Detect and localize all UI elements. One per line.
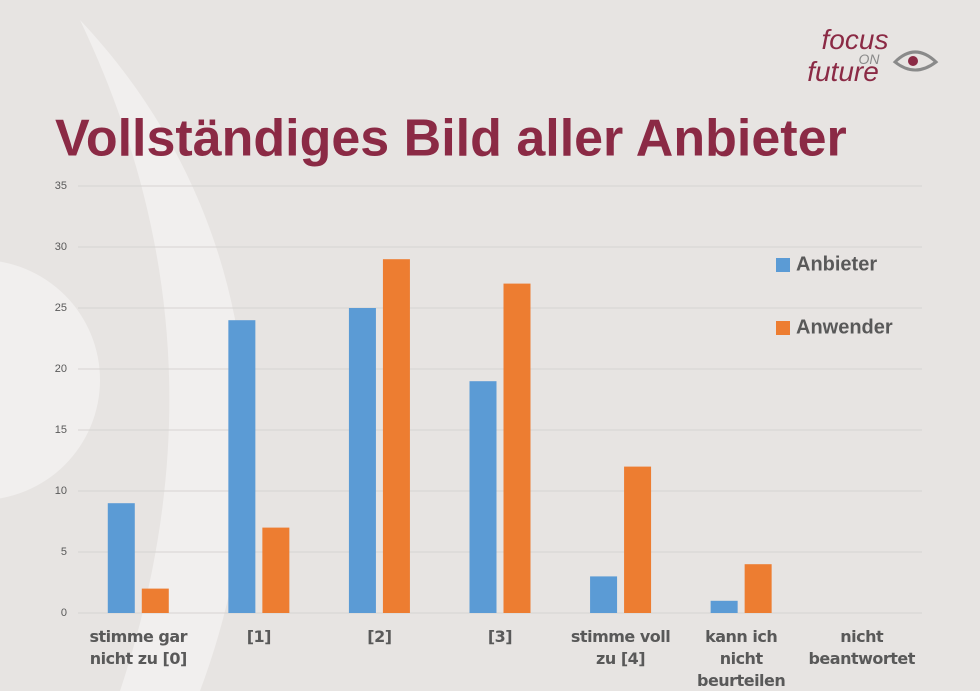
bar xyxy=(141,588,169,613)
y-tick-label: 5 xyxy=(61,546,67,558)
bar xyxy=(382,259,410,613)
x-tick-label: [2] xyxy=(367,627,392,646)
bar xyxy=(710,600,738,613)
bar xyxy=(107,503,135,613)
logo-on: ON xyxy=(859,51,881,67)
legend-swatch xyxy=(776,258,790,272)
bar xyxy=(262,527,290,613)
y-tick-label: 15 xyxy=(55,424,67,436)
bar xyxy=(503,283,531,613)
circle-decor xyxy=(0,261,100,499)
x-tick-label: kann ich nicht beurteilen xyxy=(696,627,786,690)
x-tick-label: stimme gar nicht zu [0] xyxy=(89,627,188,668)
x-tick-label: stimme voll zu [4] xyxy=(570,627,671,668)
y-tick-label: 0 xyxy=(61,607,67,619)
logo-future: future xyxy=(807,56,879,87)
y-tick-label: 30 xyxy=(55,241,67,253)
bar xyxy=(228,320,256,613)
x-tick-label: [1] xyxy=(246,627,272,646)
bar xyxy=(744,564,772,613)
bar xyxy=(590,576,618,613)
swoosh xyxy=(80,20,247,691)
legend-label: Anwender xyxy=(796,316,893,338)
x-tick-label: nicht beantwortet xyxy=(808,627,915,668)
bar xyxy=(469,381,497,613)
logo-eye xyxy=(892,50,939,72)
legend-swatch xyxy=(776,321,790,335)
x-tick-label: [3] xyxy=(487,627,513,646)
logo-pupil xyxy=(908,56,918,66)
legend-label: Anbieter xyxy=(796,253,877,275)
y-tick-label: 20 xyxy=(55,363,67,375)
bar xyxy=(624,466,652,613)
logo-focus: focus xyxy=(822,24,889,55)
y-tick-label: 25 xyxy=(55,302,67,314)
y-tick-label: 10 xyxy=(55,485,67,497)
y-tick-label: 35 xyxy=(55,180,67,192)
chart-title: Vollständiges Bild aller Anbieter xyxy=(55,110,847,168)
bar xyxy=(348,308,376,613)
